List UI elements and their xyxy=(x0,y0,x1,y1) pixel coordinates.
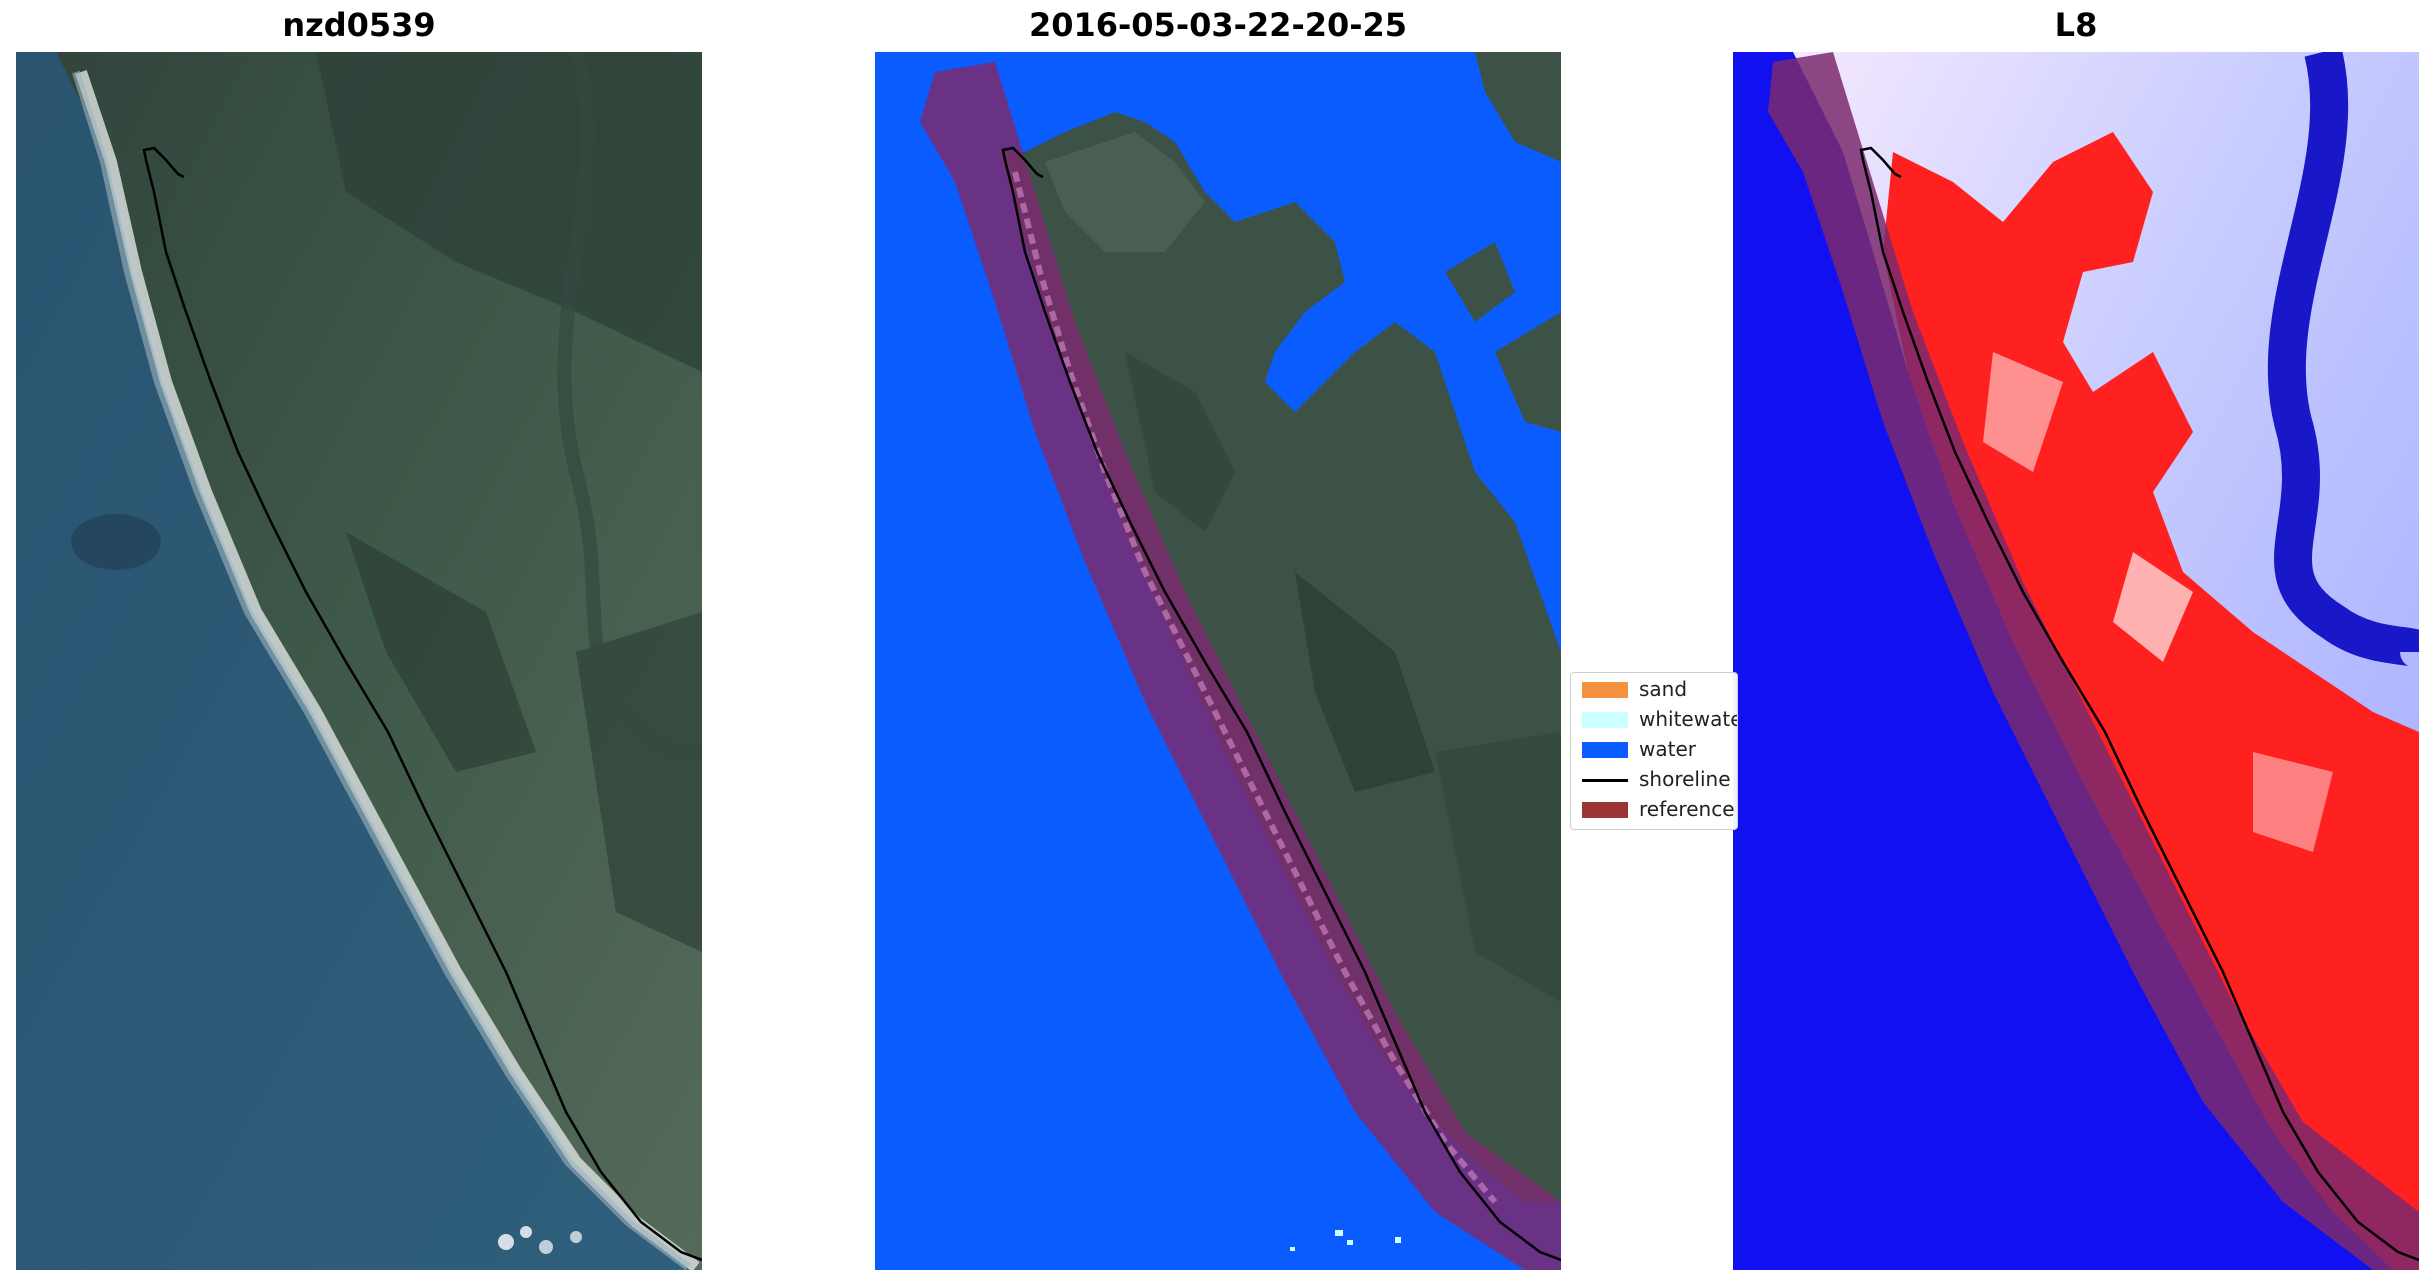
legend-item-reference-buffer: reference shoreline buffer xyxy=(1571,795,1737,821)
index-image-panel xyxy=(1733,52,2419,1270)
classification-overlay xyxy=(875,52,1561,1270)
legend-item-whitewater: whitewater xyxy=(1571,705,1737,731)
shoreline-line xyxy=(1859,146,2419,1262)
water-swatch xyxy=(1582,742,1628,758)
legend-label: whitewater xyxy=(1639,707,1737,731)
shoreline-line xyxy=(1001,146,1561,1262)
shoreline-line xyxy=(142,146,702,1262)
shoreline-line-swatch xyxy=(1582,779,1628,782)
rgb-satellite-image xyxy=(16,52,702,1270)
classified-image-panel xyxy=(875,52,1561,1270)
buffer-swatch xyxy=(1582,802,1628,818)
legend-label: reference shoreline buffer xyxy=(1639,797,1737,821)
legend-label: sand xyxy=(1639,677,1688,701)
panel-title-rgb: nzd0539 xyxy=(282,6,436,44)
whitewater-swatch xyxy=(1582,712,1628,728)
panel-title-index: L8 xyxy=(2054,6,2098,44)
legend-item-water: water xyxy=(1571,735,1737,761)
panel-title-classified: 2016-05-03-22-20-25 xyxy=(1028,6,1408,44)
legend-item-sand: sand xyxy=(1571,675,1737,701)
reference-buffer xyxy=(920,62,1561,1270)
reference-buffer xyxy=(1768,52,2419,1270)
legend: sand whitewater water shoreline referenc… xyxy=(1570,672,1738,830)
water-index-map xyxy=(1733,52,2419,1270)
legend-label: shoreline xyxy=(1639,767,1731,791)
rgb-image-panel xyxy=(16,52,702,1270)
legend-label: water xyxy=(1639,737,1696,761)
sand-swatch xyxy=(1582,682,1628,698)
legend-item-shoreline: shoreline xyxy=(1571,765,1737,791)
